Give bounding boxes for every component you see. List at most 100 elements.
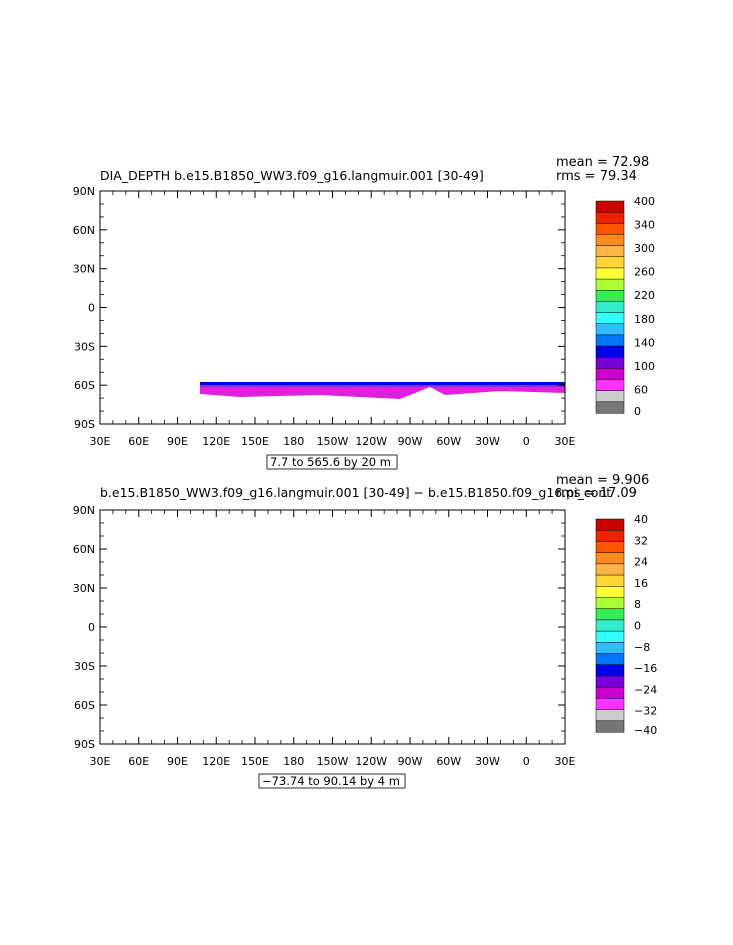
colorbar-label: 8 xyxy=(634,598,641,611)
colorbar-swatch xyxy=(595,312,625,325)
colorbar-label: 0 xyxy=(634,620,641,633)
colorbar-label: −32 xyxy=(634,705,657,718)
x-tick-label: 150W xyxy=(317,755,349,768)
colorbar-swatch xyxy=(595,630,625,643)
panel-1-title: DIA_DEPTH b.e15.B1850_WW3.f09_g16.langmu… xyxy=(100,168,484,183)
panel-1-map xyxy=(200,382,565,424)
colorbar-swatch xyxy=(595,223,625,236)
panel-2-mean: mean = 9.906 xyxy=(556,473,649,488)
panel-1: DIA_DEPTH b.e15.B1850_WW3.f09_g16.langmu… xyxy=(73,155,655,470)
colorbar-swatch xyxy=(595,608,625,621)
panel-2-y-ticks: 90N 60N 30N 0 30S 60S 90S xyxy=(73,504,565,751)
x-tick-label: 30W xyxy=(475,755,500,768)
colorbar-swatch xyxy=(595,345,625,358)
x-tick-label: 60E xyxy=(128,755,149,768)
panel-1-range-box xyxy=(266,454,398,470)
colorbar-swatch xyxy=(595,675,625,688)
colorbar-swatch xyxy=(595,709,625,722)
colorbar-swatch xyxy=(595,211,625,224)
colorbar-label: 140 xyxy=(634,336,655,349)
panel-2-colorbar: 40 32 24 16 8 0 −8 −16 −24 −32 −40 xyxy=(595,513,657,737)
colorbar-label: 300 xyxy=(634,242,655,255)
x-tick-label: 150W xyxy=(317,435,349,448)
x-tick-label: 30E xyxy=(90,755,111,768)
colorbar-swatch xyxy=(595,368,625,381)
panel-1-range-label: 7.7 to 565.6 by 20 m xyxy=(270,455,391,469)
colorbar-swatch xyxy=(595,200,625,213)
panel-2-ocean-base xyxy=(100,522,565,732)
x-tick-label: 30E xyxy=(90,435,111,448)
colorbar-swatch xyxy=(595,334,625,347)
x-tick-label: 0 xyxy=(523,435,530,448)
colorbar-swatch xyxy=(595,619,625,632)
colorbar-label: 100 xyxy=(634,360,655,373)
y-tick-label: 60N xyxy=(73,224,95,237)
colorbar-label: −40 xyxy=(634,724,657,737)
colorbar-label: −24 xyxy=(634,683,657,696)
y-tick-label: 60S xyxy=(74,379,95,392)
x-tick-label: 30E xyxy=(555,755,576,768)
x-tick-label: 150E xyxy=(241,435,269,448)
panel-2: b.e15.B1850_WW3.f09_g16.langmuir.001 [30… xyxy=(73,473,657,789)
colorbar-label: 340 xyxy=(634,219,655,232)
colorbar-label: 0 xyxy=(634,405,641,418)
x-tick-label: 90E xyxy=(167,755,188,768)
colorbar-label: 180 xyxy=(634,313,655,326)
colorbar-swatch xyxy=(595,574,625,587)
colorbar-label: 260 xyxy=(634,266,655,279)
colorbar-swatch xyxy=(595,379,625,392)
panel-2-range-label: −73.74 to 90.14 by 4 m xyxy=(262,774,400,788)
colorbar-swatch xyxy=(595,401,625,414)
colorbar-swatch xyxy=(595,529,625,542)
colorbar-label: 220 xyxy=(634,289,655,302)
colorbar-swatch xyxy=(595,586,625,599)
panel-2-map xyxy=(100,510,565,744)
panel-2-x-ticks: 30E 60E 90E 120E 150E 180 150W 120W 90W 60W 30W 0 30… xyxy=(90,510,576,768)
colorbar-swatch xyxy=(595,563,625,576)
panel-2-frame xyxy=(99,509,566,745)
x-tick-label: 0 xyxy=(523,755,530,768)
y-tick-label: 0 xyxy=(88,302,95,315)
x-tick-label: 90E xyxy=(167,435,188,448)
colorbar-swatch xyxy=(595,278,625,291)
colorbar-label: 60 xyxy=(634,383,648,396)
colorbar-swatch xyxy=(595,256,625,269)
y-tick-label: 90N xyxy=(73,185,95,198)
colorbar-label: 400 xyxy=(634,195,655,208)
panel-1-rms: rms = 79.34 xyxy=(556,169,637,184)
x-tick-label: 60E xyxy=(128,435,149,448)
y-tick-label: 30S xyxy=(74,340,95,353)
panel-2-title: b.e15.B1850_WW3.f09_g16.langmuir.001 [30… xyxy=(100,485,611,500)
x-tick-label: 120E xyxy=(202,755,230,768)
colorbar-swatch xyxy=(595,356,625,369)
colorbar-swatch xyxy=(595,234,625,247)
panel-2-rms: rms = 17.09 xyxy=(556,486,637,501)
y-tick-label: 90S xyxy=(74,418,95,431)
colorbar-swatch xyxy=(595,552,625,565)
colorbar-swatch xyxy=(595,323,625,336)
colorbar-swatch xyxy=(595,597,625,610)
panel-1-mean: mean = 72.98 xyxy=(556,155,649,170)
y-tick-label: 30N xyxy=(73,263,95,276)
colorbar-swatch xyxy=(595,290,625,302)
y-tick-label: 90N xyxy=(73,504,95,517)
y-tick-label: 30N xyxy=(73,582,95,595)
colorbar-label: −8 xyxy=(634,641,650,654)
x-tick-label: 180 xyxy=(283,755,304,768)
colorbar-swatch xyxy=(595,390,625,403)
y-tick-label: 30S xyxy=(74,660,95,673)
panel-1-ocean-base xyxy=(200,382,565,413)
colorbar-swatch xyxy=(595,686,625,699)
colorbar-swatch xyxy=(595,664,625,677)
x-tick-label: 90W xyxy=(398,435,423,448)
x-tick-label: 120W xyxy=(355,755,387,768)
colorbar-swatch xyxy=(595,267,625,280)
y-tick-label: 60S xyxy=(74,699,95,712)
y-tick-label: 90S xyxy=(74,738,95,751)
colorbar-label: 32 xyxy=(634,534,648,547)
x-tick-label: 30E xyxy=(555,435,576,448)
colorbar-swatch xyxy=(595,301,625,314)
colorbar-label: 40 xyxy=(634,513,648,526)
y-tick-label: 60N xyxy=(73,543,95,556)
